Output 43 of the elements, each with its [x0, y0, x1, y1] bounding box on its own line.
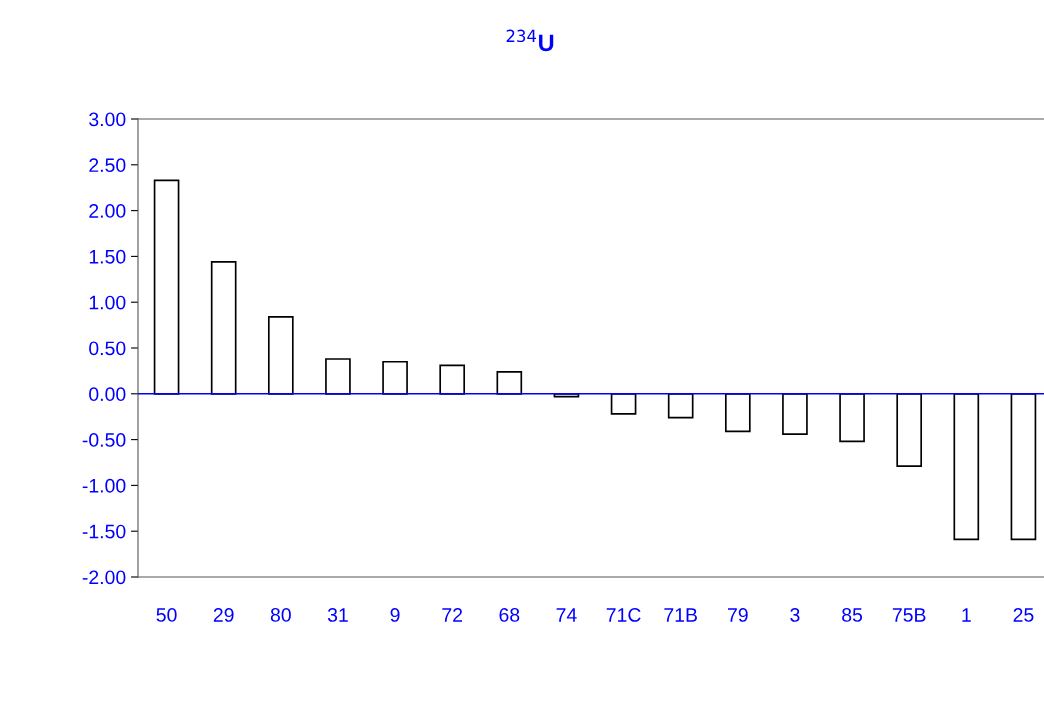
x-tick-label: 72: [442, 608, 463, 622]
x-tick-label: 79: [728, 608, 748, 622]
bar: [267, 316, 294, 395]
bar: [610, 392, 637, 415]
y-tick-label: 0.00: [89, 387, 126, 402]
y-tick-label: -1.50: [82, 524, 126, 539]
x-tick-label: 80: [270, 608, 291, 622]
y-tick-label: 2.00: [89, 204, 126, 218]
chart-title: $^{234}$U: [506, 29, 554, 52]
x-tick-label: 75B: [892, 608, 926, 622]
y-tick-label: 0.50: [89, 341, 126, 356]
y-tick-label: -0.50: [82, 433, 126, 447]
x-tick-label: 71B: [664, 608, 697, 622]
x-tick-label: 3: [790, 608, 800, 622]
y-tick-label: -1.00: [82, 478, 126, 493]
bar: [782, 392, 808, 435]
x-tick-label: 85: [842, 608, 863, 622]
x-tick-label: 50: [156, 608, 177, 622]
x-tick-label: 74: [556, 608, 577, 622]
bar: [210, 261, 237, 395]
x-tick-label: 1: [962, 608, 971, 622]
x-tick-label: 68: [499, 608, 520, 622]
bar: [1010, 392, 1037, 541]
bar: [382, 360, 408, 395]
x-tick-label: 31: [327, 608, 348, 622]
y-tick-label: 1.00: [89, 295, 126, 310]
bar: [325, 358, 351, 395]
y-tick-label: 2.50: [89, 158, 126, 173]
x-tick-label: 71C: [606, 608, 641, 622]
y-tick-label: -2.00: [82, 570, 126, 585]
x-tick-label: 29: [213, 608, 234, 622]
bar: [153, 179, 180, 395]
y-tick-label: 3.00: [89, 112, 126, 127]
bar: [724, 392, 751, 433]
y-tick-label: 1.50: [89, 249, 126, 264]
bar: [839, 392, 865, 443]
bar: [667, 392, 694, 419]
bar: [953, 392, 980, 541]
x-tick-label: 25: [1013, 608, 1034, 622]
bar: [896, 392, 923, 467]
bar: [439, 364, 466, 395]
x-tick-label: 9: [390, 608, 400, 622]
bar: [496, 370, 523, 395]
